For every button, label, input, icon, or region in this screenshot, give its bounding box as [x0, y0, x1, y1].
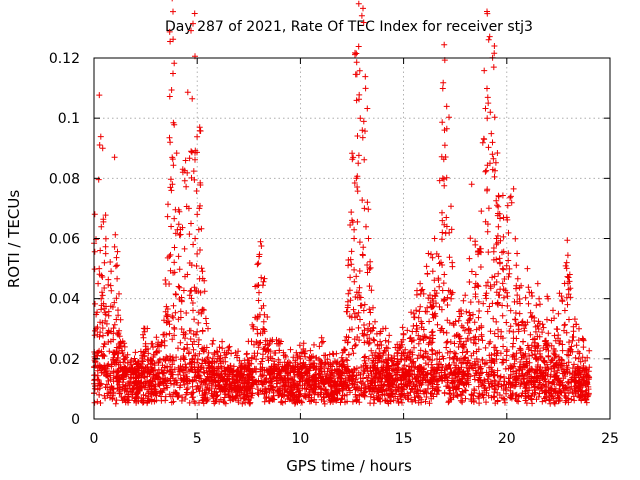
chart-title: Day 287 of 2021, Rate Of TEC Index for r…	[165, 19, 533, 35]
data-point	[431, 235, 438, 242]
data-point	[357, 115, 364, 122]
data-point	[258, 274, 265, 281]
y-tick-label: 0.08	[49, 171, 80, 187]
data-point	[576, 325, 582, 332]
data-point	[351, 235, 358, 242]
y-tick-label: 0.06	[49, 232, 80, 248]
data-point	[185, 205, 192, 212]
data-point	[214, 355, 221, 362]
data-point	[101, 340, 108, 347]
data-point	[468, 181, 475, 188]
x-axis-label: GPS time / hours	[286, 457, 412, 475]
x-tick-label: 10	[291, 431, 309, 447]
data-point	[196, 205, 203, 212]
data-point	[256, 253, 263, 260]
y-axis-label: ROTI / TECUs	[5, 190, 23, 288]
data-point	[555, 310, 562, 317]
data-point	[534, 280, 541, 287]
data-point	[97, 247, 104, 254]
x-tick-label: 15	[395, 431, 413, 447]
data-point	[458, 310, 465, 317]
data-point	[448, 295, 455, 302]
y-tick-label: 0.1	[58, 111, 80, 127]
data-point	[443, 223, 450, 230]
data-point	[318, 361, 324, 368]
data-point	[355, 160, 362, 167]
data-point	[179, 166, 186, 173]
data-point	[417, 280, 424, 287]
data-point	[439, 175, 446, 182]
data-point	[425, 250, 432, 257]
data-point	[96, 265, 103, 272]
y-tick-label: 0.12	[49, 51, 80, 67]
data-point	[235, 370, 242, 377]
data-point	[507, 193, 514, 200]
data-point	[472, 280, 479, 287]
data-point	[485, 100, 492, 107]
data-points	[91, 0, 593, 407]
data-point	[142, 340, 149, 347]
y-tick-label: 0.02	[49, 352, 80, 368]
data-point	[493, 235, 500, 242]
data-point	[111, 154, 118, 161]
data-point	[171, 244, 178, 251]
data-point	[499, 265, 506, 272]
data-point	[198, 310, 205, 317]
data-point	[524, 265, 531, 272]
data-point	[361, 205, 368, 212]
data-point	[190, 241, 197, 248]
data-point	[563, 259, 570, 266]
data-point	[99, 319, 106, 326]
data-point	[192, 235, 199, 242]
data-point	[481, 136, 488, 143]
data-point	[276, 340, 283, 347]
x-tick-label: 5	[193, 431, 202, 447]
data-point	[188, 220, 194, 227]
data-point	[565, 286, 572, 293]
data-point	[260, 325, 267, 332]
data-point	[194, 211, 201, 218]
data-point	[503, 214, 510, 221]
data-point	[297, 355, 304, 362]
data-point	[365, 235, 372, 242]
data-point	[122, 355, 128, 362]
data-point	[545, 295, 552, 302]
data-point	[168, 187, 175, 194]
x-tick-label: 25	[601, 431, 619, 447]
data-point	[380, 325, 386, 332]
y-tick-label: 0	[71, 412, 80, 428]
data-point	[410, 310, 417, 317]
data-point	[359, 127, 366, 134]
x-tick-label: 0	[90, 431, 99, 447]
data-point	[441, 142, 448, 149]
data-point	[400, 331, 407, 338]
data-point	[152, 349, 159, 356]
x-tick-label: 20	[498, 431, 516, 447]
data-point	[514, 250, 521, 257]
y-tick-label: 0.04	[49, 292, 80, 308]
data-point	[489, 151, 496, 158]
data-point	[95, 280, 102, 287]
axis-ticks: 0 5 10 15 20 25 0 0.02 0.04 0.06 0.08 0.1 0.12	[49, 51, 619, 447]
data-point	[167, 184, 174, 191]
data-point	[349, 217, 355, 224]
data-point	[487, 109, 494, 116]
data-point	[169, 181, 176, 188]
